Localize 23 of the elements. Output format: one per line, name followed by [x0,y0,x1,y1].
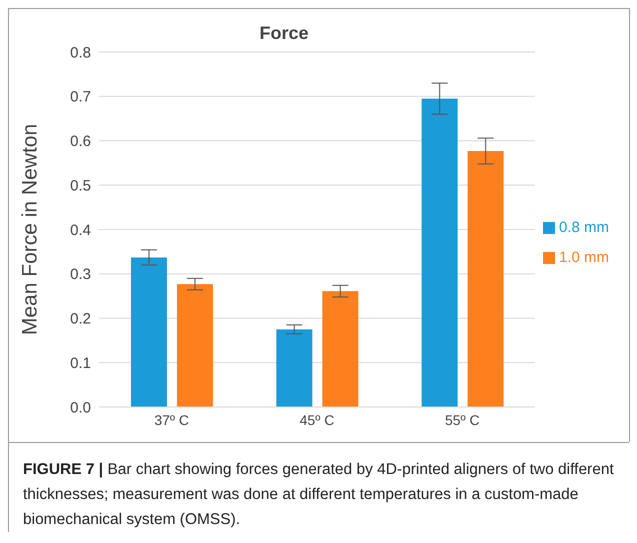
y-tick-label: 0.8 [70,44,91,62]
y-tick-label: 0.1 [70,354,91,372]
y-axis-title: Mean Force in Newton [18,124,42,336]
bar [322,291,358,407]
bar [468,150,504,407]
bar [422,98,458,407]
legend-label: 1.0 mm [558,249,609,266]
text: 0.0 [70,399,91,416]
x-tick-label: 45º C [300,412,334,428]
legend-label: 0.8 mm [558,219,609,236]
bar [176,284,213,407]
y-tick-label: 0.3 [70,266,91,284]
bar [130,257,167,407]
y-tick-label: 0.6 [70,133,91,150]
bar [276,329,312,407]
y-tick-label: 0.2 [70,310,91,328]
y-tick-label: 0.4 [70,222,91,239]
x-tick-label: 37º C [154,412,190,428]
chart-title: Force [258,22,310,44]
caption: FIGURE 7 | Bar chart showing forces generated by 4D-printed aligners of two different thicknesses; measurement was done at different temperatures in a custom-made biomechanical system (OMSS). [23,460,615,530]
y-tick-label: 0.5 [70,177,91,194]
x-tick-label: 55º C [444,412,480,428]
y-tick-label: 0.7 [70,88,91,106]
